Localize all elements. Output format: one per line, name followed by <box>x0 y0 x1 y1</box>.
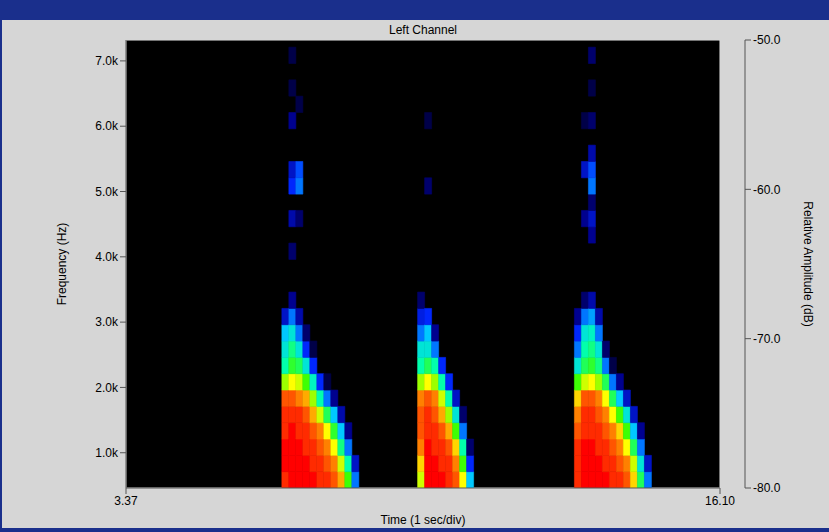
svg-text:4.0k: 4.0k <box>95 250 119 264</box>
svg-text:16.10: 16.10 <box>705 494 735 508</box>
svg-text:Time (1 sec/div): Time (1 sec/div) <box>381 513 466 527</box>
svg-text:3.0k: 3.0k <box>95 315 119 329</box>
svg-text:-80.0: -80.0 <box>753 481 781 495</box>
svg-text:Left Channel: Left Channel <box>389 23 457 37</box>
svg-text:-60.0: -60.0 <box>753 183 781 197</box>
svg-text:6.0k: 6.0k <box>95 119 119 133</box>
svg-text:2.0k: 2.0k <box>95 381 119 395</box>
svg-text:3.37: 3.37 <box>114 494 138 508</box>
svg-text:Frequency (Hz): Frequency (Hz) <box>55 223 69 306</box>
svg-text:-50.0: -50.0 <box>753 33 781 47</box>
svg-text:-70.0: -70.0 <box>753 332 781 346</box>
svg-text:7.0k: 7.0k <box>95 54 119 68</box>
svg-text:1.0k: 1.0k <box>95 446 119 460</box>
svg-text:Relative Amplitude (dB): Relative Amplitude (dB) <box>801 201 815 326</box>
svg-text:5.0k: 5.0k <box>95 185 119 199</box>
